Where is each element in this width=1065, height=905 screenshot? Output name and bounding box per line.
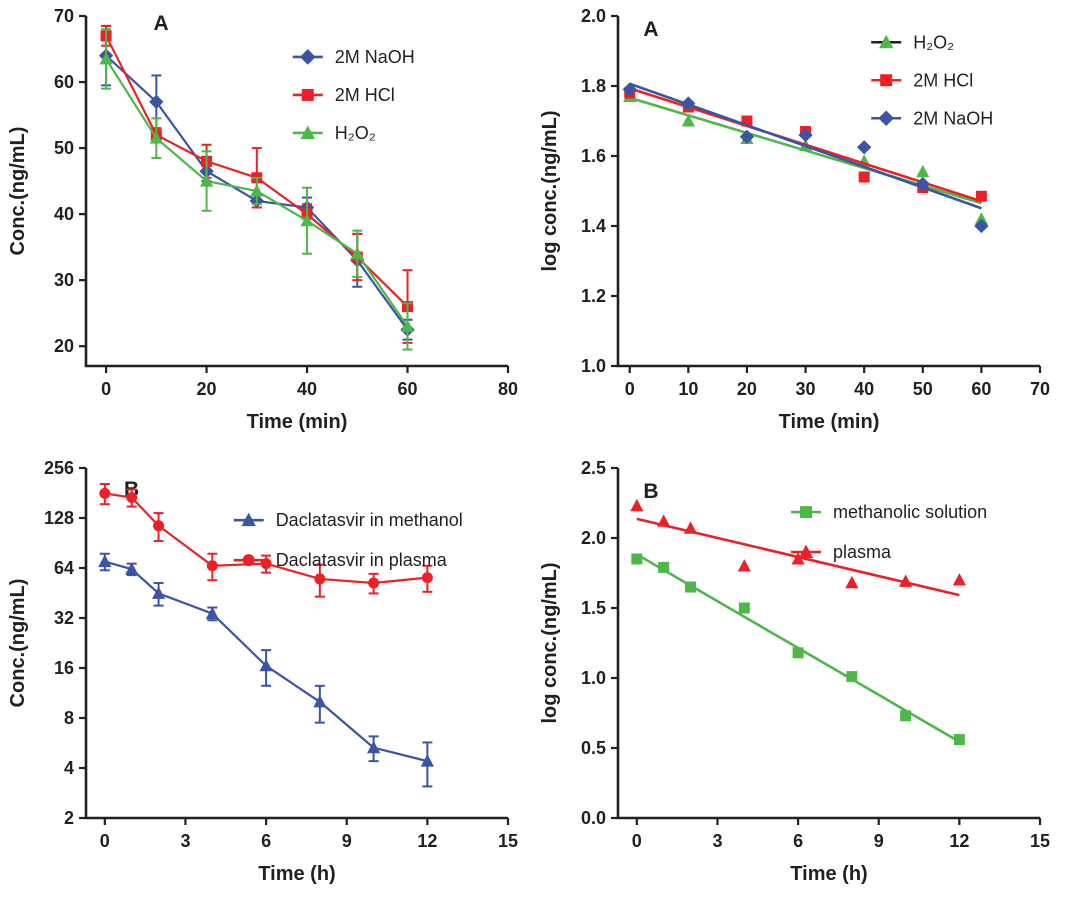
y-tick-label: 70 [54,6,74,26]
x-tick-label: 0 [625,379,635,399]
legend: 2M NaOH 2M HCl H₂O₂ [292,47,415,143]
y-tick-label: 2.0 [581,6,606,26]
x-tick-label: 3 [180,831,190,851]
y-axis-title: Conc.(ng/mL) [7,127,29,256]
x-tick-label: 15 [498,831,518,851]
y-tick-label: 2.0 [581,528,606,548]
x-tick-label: 0 [100,831,110,851]
y-tick-label: 128 [44,508,74,528]
y-axis-title: log conc.(ng/mL) [539,110,561,271]
legend: Daclatasvir in methanol Daclatasvir in pl… [233,510,463,570]
x-tick-label: 40 [854,379,874,399]
y-tick-label: 1.0 [581,356,606,376]
legend-label: Daclatasvir in plasma [276,550,448,570]
panel-label: A [154,12,169,35]
y-tick-label: 40 [54,204,74,224]
y-tick-label: 2.5 [581,458,606,478]
legend: methanolic solution plasma [791,502,987,562]
y-tick-label: 30 [54,270,74,290]
x-axis-title: Time (min) [247,411,348,433]
y-tick-label: 2 [64,808,74,828]
x-tick-label: 12 [949,831,969,851]
y-tick-label: 16 [54,658,74,678]
legend-label: methanolic solution [833,502,987,522]
chart-stability-conc-canvas: 0 3 6 9 12 15 2 4 8 16 32 64 128 256 Time (h) Conc.(ng/… [7,458,518,885]
y-tick-label: 8 [64,708,74,728]
x-tick-label: 50 [913,379,933,399]
x-tick-label: 10 [678,379,698,399]
chart-degradation-logconc-canvas: 0 10 20 30 40 50 60 70 1.0 1.2 1.4 1.6 1.8 2.0 Time (m… [539,6,1050,433]
x-axis-title: Time (min) [779,411,880,433]
legend-label: Daclatasvir in methanol [276,510,463,530]
x-tick-label: 20 [737,379,757,399]
y-tick-label: 64 [54,558,74,578]
x-tick-label: 6 [261,831,271,851]
y-axis-title: Conc.(ng/mL) [7,579,29,708]
x-tick-label: 40 [297,379,317,399]
legend-label: 2M NaOH [335,47,415,67]
series-line [104,492,428,585]
x-tick-label: 60 [398,379,418,399]
chart-stability-logconc-canvas: 0 3 6 9 12 15 0.0 0.5 1.0 1.5 2.0 2.5 Time (h) log co… [539,458,1050,885]
plot-area: 0 10 20 30 40 50 60 70 1.0 1.2 1.4 1.6 1.8 2.0 Time (m… [539,6,1050,433]
x-tick-label: 0 [632,831,642,851]
series-methanolic solution [631,553,965,746]
x-tick-label: 0 [101,379,111,399]
legend-label: plasma [833,542,892,562]
y-tick-label: 1.0 [581,668,606,688]
y-tick-label: 0.0 [581,808,606,828]
panel-degradation-logconc: 0 10 20 30 40 50 60 70 1.0 1.2 1.4 1.6 1.8 2.0 Time (m… [532,0,1064,452]
x-axis-title: Time (h) [258,863,335,885]
x-tick-label: 80 [498,379,518,399]
y-tick-label: 1.5 [581,598,606,618]
panel-label: A [643,18,658,41]
y-tick-label: 1.6 [581,146,606,166]
legend-label: H₂O₂ [913,32,954,52]
legend-label: H₂O₂ [335,123,376,143]
series-Daclatasvir in plasma [99,483,433,598]
y-tick-label: 0.5 [581,738,606,758]
y-tick-label: 1.8 [581,76,606,96]
y-tick-label: 1.4 [581,216,606,236]
x-tick-label: 6 [793,831,803,851]
x-tick-label: 15 [1030,831,1050,851]
x-tick-label: 3 [712,831,722,851]
y-tick-label: 50 [54,138,74,158]
legend: H₂O₂ 2M HCl 2M NaOH [871,32,993,128]
panel-stability-conc: 0 3 6 9 12 15 2 4 8 16 32 64 128 256 Time (h) Conc.(ng/… [0,452,532,904]
y-tick-label: 256 [44,458,74,478]
legend-label: 2M HCl [335,85,395,105]
legend-label: 2M NaOH [913,108,993,128]
plot-area: 0 20 40 60 80 20 30 40 50 60 70 Time (min) Conc.(ng/… [7,6,518,433]
x-axis-title: Time (h) [790,863,867,885]
y-tick-label: 20 [54,336,74,356]
chart-degradation-conc-canvas: 0 20 40 60 80 20 30 40 50 60 70 Time (min) Conc.(ng/… [7,6,518,433]
x-tick-label: 20 [197,379,217,399]
y-tick-label: 60 [54,72,74,92]
y-tick-label: 4 [64,758,74,778]
x-tick-label: 70 [1030,379,1050,399]
plot-area: 0 3 6 9 12 15 0.0 0.5 1.0 1.5 2.0 2.5 Time (h) log co… [539,458,1050,885]
panel-label: B [643,480,658,503]
panel-degradation-conc: 0 20 40 60 80 20 30 40 50 60 70 Time (min) Conc.(ng/… [0,0,532,452]
x-tick-label: 12 [417,831,437,851]
y-tick-label: 32 [54,608,74,628]
series-plasma [630,498,966,597]
x-tick-label: 30 [796,379,816,399]
series-Daclatasvir in methanol [98,552,434,788]
plot-area: 0 3 6 9 12 15 2 4 8 16 32 64 128 256 Time (h) Conc.(ng/… [7,458,518,885]
series-H₂O₂ [99,28,415,351]
x-tick-label: 9 [342,831,352,851]
panel-stability-logconc: 0 3 6 9 12 15 0.0 0.5 1.0 1.5 2.0 2.5 Time (h) log co… [532,452,1064,904]
x-tick-label: 60 [971,379,991,399]
legend-label: 2M HCl [913,70,973,90]
x-tick-label: 9 [874,831,884,851]
y-tick-label: 1.2 [581,286,606,306]
y-axis-title: log conc.(ng/mL) [539,562,561,723]
series-2M NaOH [622,82,989,234]
